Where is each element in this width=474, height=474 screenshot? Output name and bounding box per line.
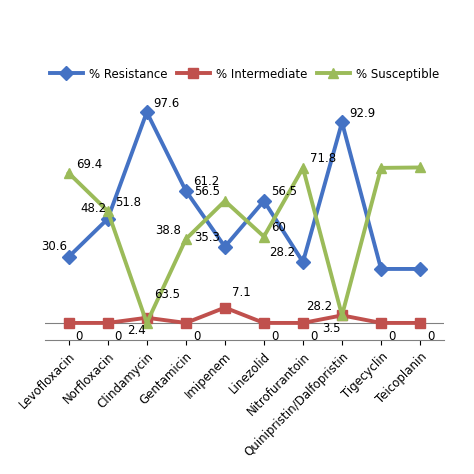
Legend: % Resistance, % Intermediate, % Susceptible: % Resistance, % Intermediate, % Suscepti… xyxy=(45,63,444,85)
Text: 28.2: 28.2 xyxy=(270,246,296,259)
Text: 0: 0 xyxy=(427,329,434,343)
Text: 3.5: 3.5 xyxy=(322,322,341,335)
% Intermediate xyxy=(378,320,384,326)
% Intermediate xyxy=(183,320,189,326)
Text: 2.4: 2.4 xyxy=(128,324,146,337)
Text: 35.3: 35.3 xyxy=(194,231,220,244)
Text: 51.8: 51.8 xyxy=(115,195,141,209)
Text: 92.9: 92.9 xyxy=(349,107,375,120)
% Susceptible xyxy=(144,320,150,326)
% Resistance xyxy=(144,109,150,115)
% Resistance xyxy=(378,266,384,272)
% Resistance xyxy=(339,119,345,125)
% Susceptible xyxy=(66,170,72,176)
% Intermediate xyxy=(300,320,306,326)
% Susceptible xyxy=(105,208,110,214)
Text: 48.2: 48.2 xyxy=(80,202,106,215)
Line: % Susceptible: % Susceptible xyxy=(64,163,425,328)
% Resistance xyxy=(261,198,267,204)
Text: 60: 60 xyxy=(271,221,286,234)
% Susceptible xyxy=(261,234,267,239)
Text: 61.2: 61.2 xyxy=(193,175,219,188)
% Intermediate xyxy=(339,312,345,318)
% Susceptible xyxy=(339,312,345,318)
Text: 0: 0 xyxy=(310,329,317,343)
% Susceptible xyxy=(417,164,423,170)
Text: 0: 0 xyxy=(76,329,83,343)
Text: 0: 0 xyxy=(193,329,200,343)
% Intermediate xyxy=(66,320,72,326)
% Resistance xyxy=(417,266,423,272)
% Resistance xyxy=(105,216,110,222)
Text: 56.5: 56.5 xyxy=(271,185,297,199)
Text: 0: 0 xyxy=(115,329,122,343)
Text: 7.1: 7.1 xyxy=(232,286,251,300)
Text: 0: 0 xyxy=(271,329,278,343)
Text: 63.5: 63.5 xyxy=(154,288,180,301)
Text: 0: 0 xyxy=(388,329,395,343)
% Resistance xyxy=(66,254,72,260)
% Susceptible xyxy=(378,165,384,171)
% Intermediate xyxy=(261,320,267,326)
Text: 71.8: 71.8 xyxy=(310,152,336,165)
Text: 97.6: 97.6 xyxy=(154,97,180,109)
% Resistance xyxy=(183,188,189,193)
% Intermediate xyxy=(144,315,150,320)
% Susceptible xyxy=(222,198,228,204)
Text: 28.2: 28.2 xyxy=(306,300,332,313)
% Susceptible xyxy=(183,237,189,242)
% Susceptible xyxy=(300,165,306,171)
Text: 69.4: 69.4 xyxy=(76,157,102,171)
Text: 30.6: 30.6 xyxy=(41,240,67,253)
% Intermediate xyxy=(105,320,110,326)
% Intermediate xyxy=(222,305,228,310)
% Intermediate xyxy=(417,320,423,326)
Line: % Resistance: % Resistance xyxy=(64,107,425,274)
Line: % Intermediate: % Intermediate xyxy=(64,303,425,328)
Text: 56.5: 56.5 xyxy=(194,185,220,199)
% Resistance xyxy=(222,244,228,249)
Text: 38.8: 38.8 xyxy=(155,224,181,237)
% Resistance xyxy=(300,259,306,265)
